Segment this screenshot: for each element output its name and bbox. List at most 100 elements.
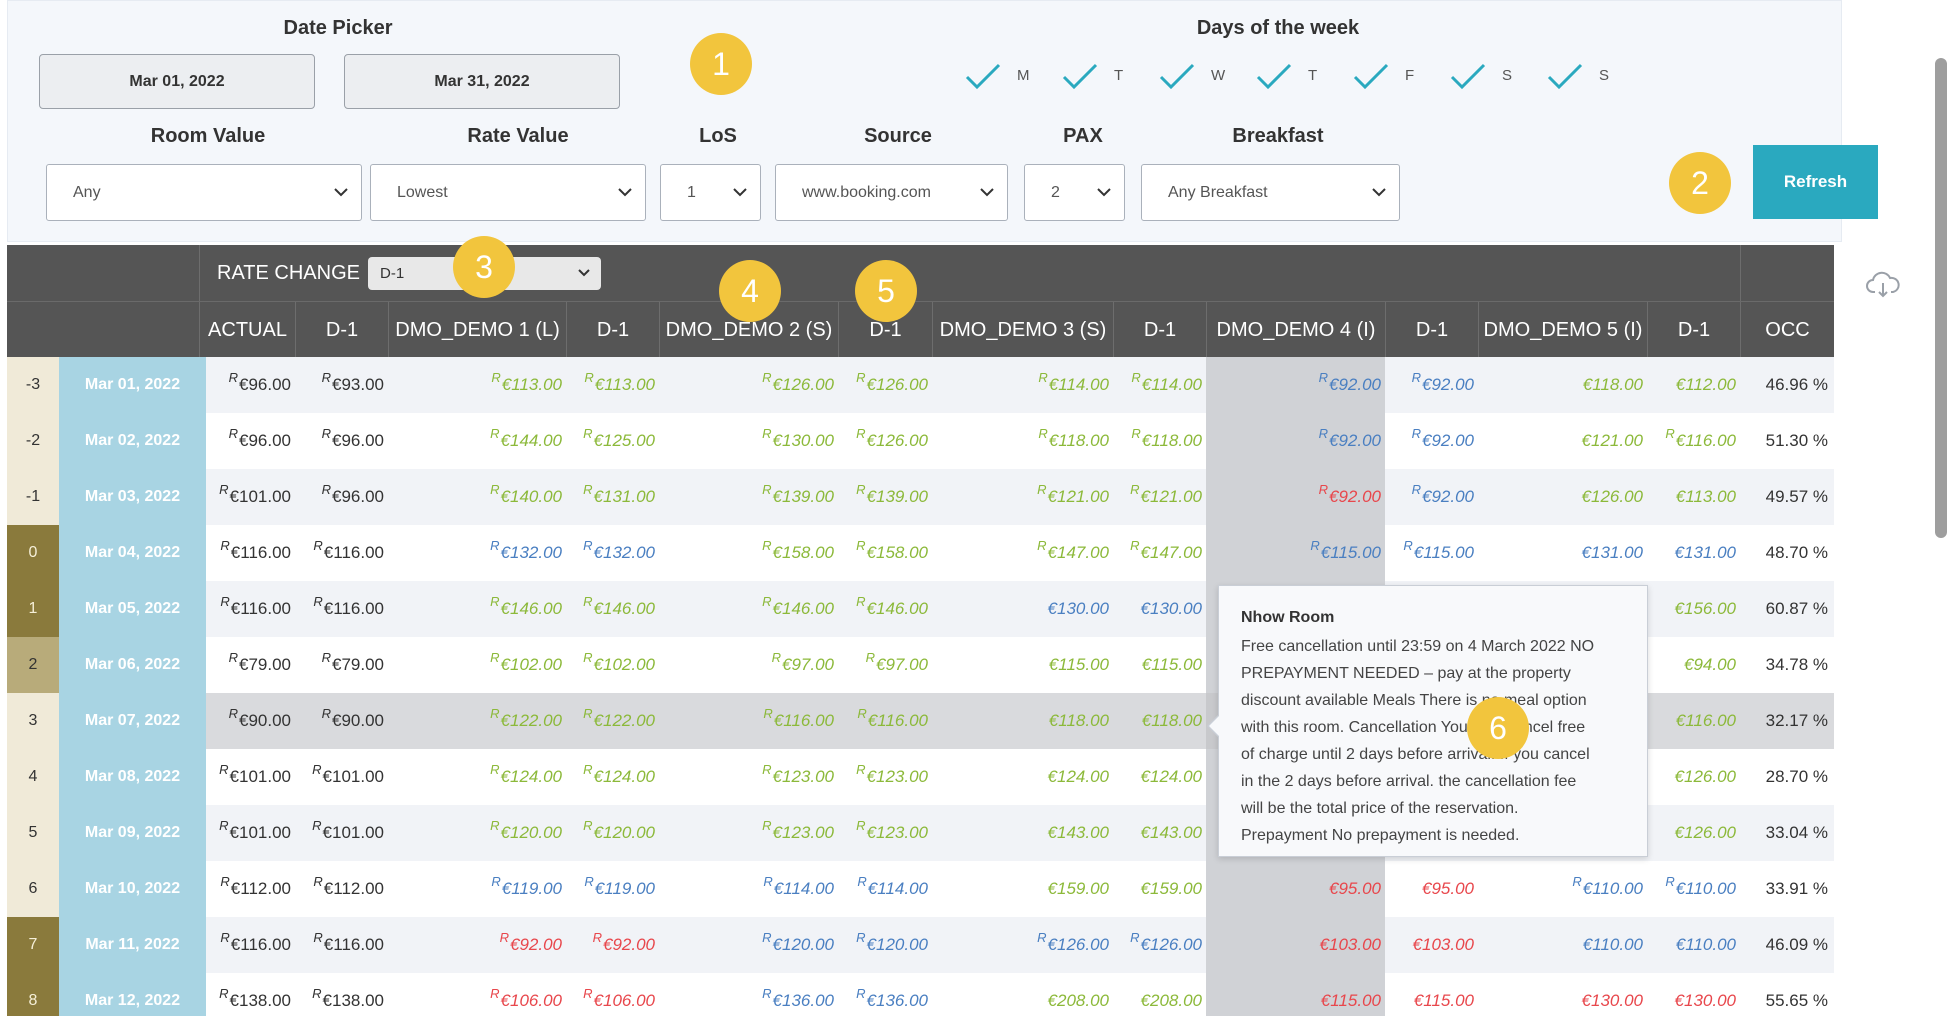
day-checkbox-4[interactable]: F [1351,59,1441,95]
rate-cell[interactable]: R€139.00 [838,469,932,525]
rate-cell[interactable]: €94.00 [1647,637,1740,693]
rate-cell[interactable]: €159.00 [1113,861,1206,917]
rate-cell[interactable]: R€92.00 [1206,357,1385,413]
rate-cell[interactable]: R€136.00 [838,973,932,1016]
rate-cell[interactable]: R€92.00 [1206,469,1385,525]
rate-cell[interactable]: R€114.00 [659,861,838,917]
breakfast-select[interactable]: Any Breakfast [1141,164,1400,221]
table-row[interactable]: 0 Mar 04, 2022 R€116.00 R€116.00 R€132.00 R€1… [7,525,1834,581]
rate-cell[interactable]: R€120.00 [838,917,932,973]
rate-cell[interactable]: R€126.00 [838,357,932,413]
rate-cell[interactable]: R€116.00 [1647,413,1740,469]
rate-cell[interactable]: €115.00 [1206,973,1385,1016]
rate-cell[interactable]: R€113.00 [566,357,659,413]
rate-cell[interactable]: R€123.00 [659,749,838,805]
table-row[interactable]: 6 Mar 10, 2022 R€112.00 R€112.00 R€119.00 R€1… [7,861,1834,917]
rate-cell[interactable]: R€120.00 [566,805,659,861]
rate-cell[interactable]: R€123.00 [838,749,932,805]
rate-cell[interactable]: R€131.00 [566,469,659,525]
rate-cell[interactable]: €130.00 [932,581,1113,637]
rate-cell[interactable]: R€126.00 [932,917,1113,973]
rate-cell[interactable]: R€119.00 [388,861,566,917]
table-row[interactable]: 8 Mar 12, 2022 R€138.00 R€138.00 R€106.00 R€1… [7,973,1834,1016]
rate-cell[interactable]: R€101.00 [199,749,295,805]
rate-cell[interactable]: R€92.00 [1385,469,1478,525]
rate-cell[interactable]: R€110.00 [1478,861,1647,917]
rate-cell[interactable]: R€118.00 [932,413,1113,469]
rate-cell[interactable]: R€102.00 [566,637,659,693]
rate-cell[interactable]: R€118.00 [1113,413,1206,469]
rate-cell[interactable]: R€90.00 [295,693,388,749]
rate-cell[interactable]: R€123.00 [659,805,838,861]
day-checkbox-0[interactable]: M [963,59,1053,95]
day-checkbox-6[interactable]: S [1545,59,1635,95]
day-checkbox-1[interactable]: T [1060,59,1150,95]
rate-cell[interactable]: R€136.00 [659,973,838,1016]
los-select[interactable]: 1 [660,164,761,221]
rate-cell[interactable]: R€140.00 [388,469,566,525]
rate-cell[interactable]: €126.00 [1647,749,1740,805]
rate-cell[interactable]: R€121.00 [1113,469,1206,525]
rate-cell[interactable]: R€97.00 [659,637,838,693]
rate-value-select[interactable]: Lowest [370,164,646,221]
room-value-select[interactable]: Any [46,164,362,221]
rate-cell[interactable]: R€106.00 [566,973,659,1016]
cloud-download-icon[interactable] [1866,268,1900,302]
date-to-input[interactable]: Mar 31, 2022 [344,54,620,109]
rate-cell[interactable]: R€101.00 [295,805,388,861]
refresh-button[interactable]: Refresh [1753,145,1878,219]
rate-cell[interactable]: R€79.00 [199,637,295,693]
rate-cell[interactable]: R€132.00 [566,525,659,581]
rate-cell[interactable]: R€101.00 [295,749,388,805]
table-row[interactable]: -1 Mar 03, 2022 R€101.00 R€96.00 R€140.00 R€1… [7,469,1834,525]
rate-cell[interactable]: €208.00 [932,973,1113,1016]
rate-cell[interactable]: R€139.00 [659,469,838,525]
rate-cell[interactable]: €124.00 [1113,749,1206,805]
rate-cell[interactable]: R€120.00 [659,917,838,973]
rate-cell[interactable]: R€96.00 [199,413,295,469]
rate-cell[interactable]: R€114.00 [1113,357,1206,413]
rate-cell[interactable]: R€121.00 [932,469,1113,525]
rate-cell[interactable]: €124.00 [932,749,1113,805]
rate-cell[interactable]: €110.00 [1478,917,1647,973]
rate-cell[interactable]: €156.00 [1647,581,1740,637]
rate-cell[interactable]: R€116.00 [199,525,295,581]
rate-cell[interactable]: R€96.00 [199,357,295,413]
rate-cell[interactable]: R€122.00 [566,693,659,749]
rate-cell[interactable]: R€116.00 [199,581,295,637]
rate-cell[interactable]: R€92.00 [1206,413,1385,469]
rate-cell[interactable]: €130.00 [1478,973,1647,1016]
rate-cell[interactable]: R€114.00 [838,861,932,917]
rate-cell[interactable]: €121.00 [1478,413,1647,469]
rate-cell[interactable]: R€92.00 [388,917,566,973]
rate-cell[interactable]: R€130.00 [659,413,838,469]
rate-cell[interactable]: €103.00 [1385,917,1478,973]
rate-cell[interactable]: R€92.00 [566,917,659,973]
rate-cell[interactable]: €103.00 [1206,917,1385,973]
table-row[interactable]: -3 Mar 01, 2022 R€96.00 R€93.00 R€113.00 R€11… [7,357,1834,413]
rate-cell[interactable]: R€138.00 [295,973,388,1016]
rate-cell[interactable]: €112.00 [1647,357,1740,413]
rate-cell[interactable]: €115.00 [932,637,1113,693]
rate-cell[interactable]: €110.00 [1647,917,1740,973]
rate-cell[interactable]: R€112.00 [199,861,295,917]
rate-cell[interactable]: R€92.00 [1385,357,1478,413]
rate-cell[interactable]: R€116.00 [838,693,932,749]
rate-cell[interactable]: €118.00 [1113,693,1206,749]
rate-cell[interactable]: R€101.00 [199,469,295,525]
rate-cell[interactable]: R€122.00 [388,693,566,749]
rate-cell[interactable]: €116.00 [1647,693,1740,749]
rate-cell[interactable]: R€126.00 [838,413,932,469]
rate-cell[interactable]: R€138.00 [199,973,295,1016]
rate-cell[interactable]: R€146.00 [566,581,659,637]
date-from-input[interactable]: Mar 01, 2022 [39,54,315,109]
rate-cell[interactable]: €130.00 [1113,581,1206,637]
rate-cell[interactable]: R€126.00 [1113,917,1206,973]
source-select[interactable]: www.booking.com [775,164,1008,221]
rate-cell[interactable]: R€146.00 [388,581,566,637]
day-checkbox-5[interactable]: S [1448,59,1538,95]
rate-cell[interactable]: €118.00 [932,693,1113,749]
table-row[interactable]: -2 Mar 02, 2022 R€96.00 R€96.00 R€144.00 R€12… [7,413,1834,469]
rate-cell[interactable]: R€114.00 [932,357,1113,413]
rate-cell[interactable]: R€123.00 [838,805,932,861]
